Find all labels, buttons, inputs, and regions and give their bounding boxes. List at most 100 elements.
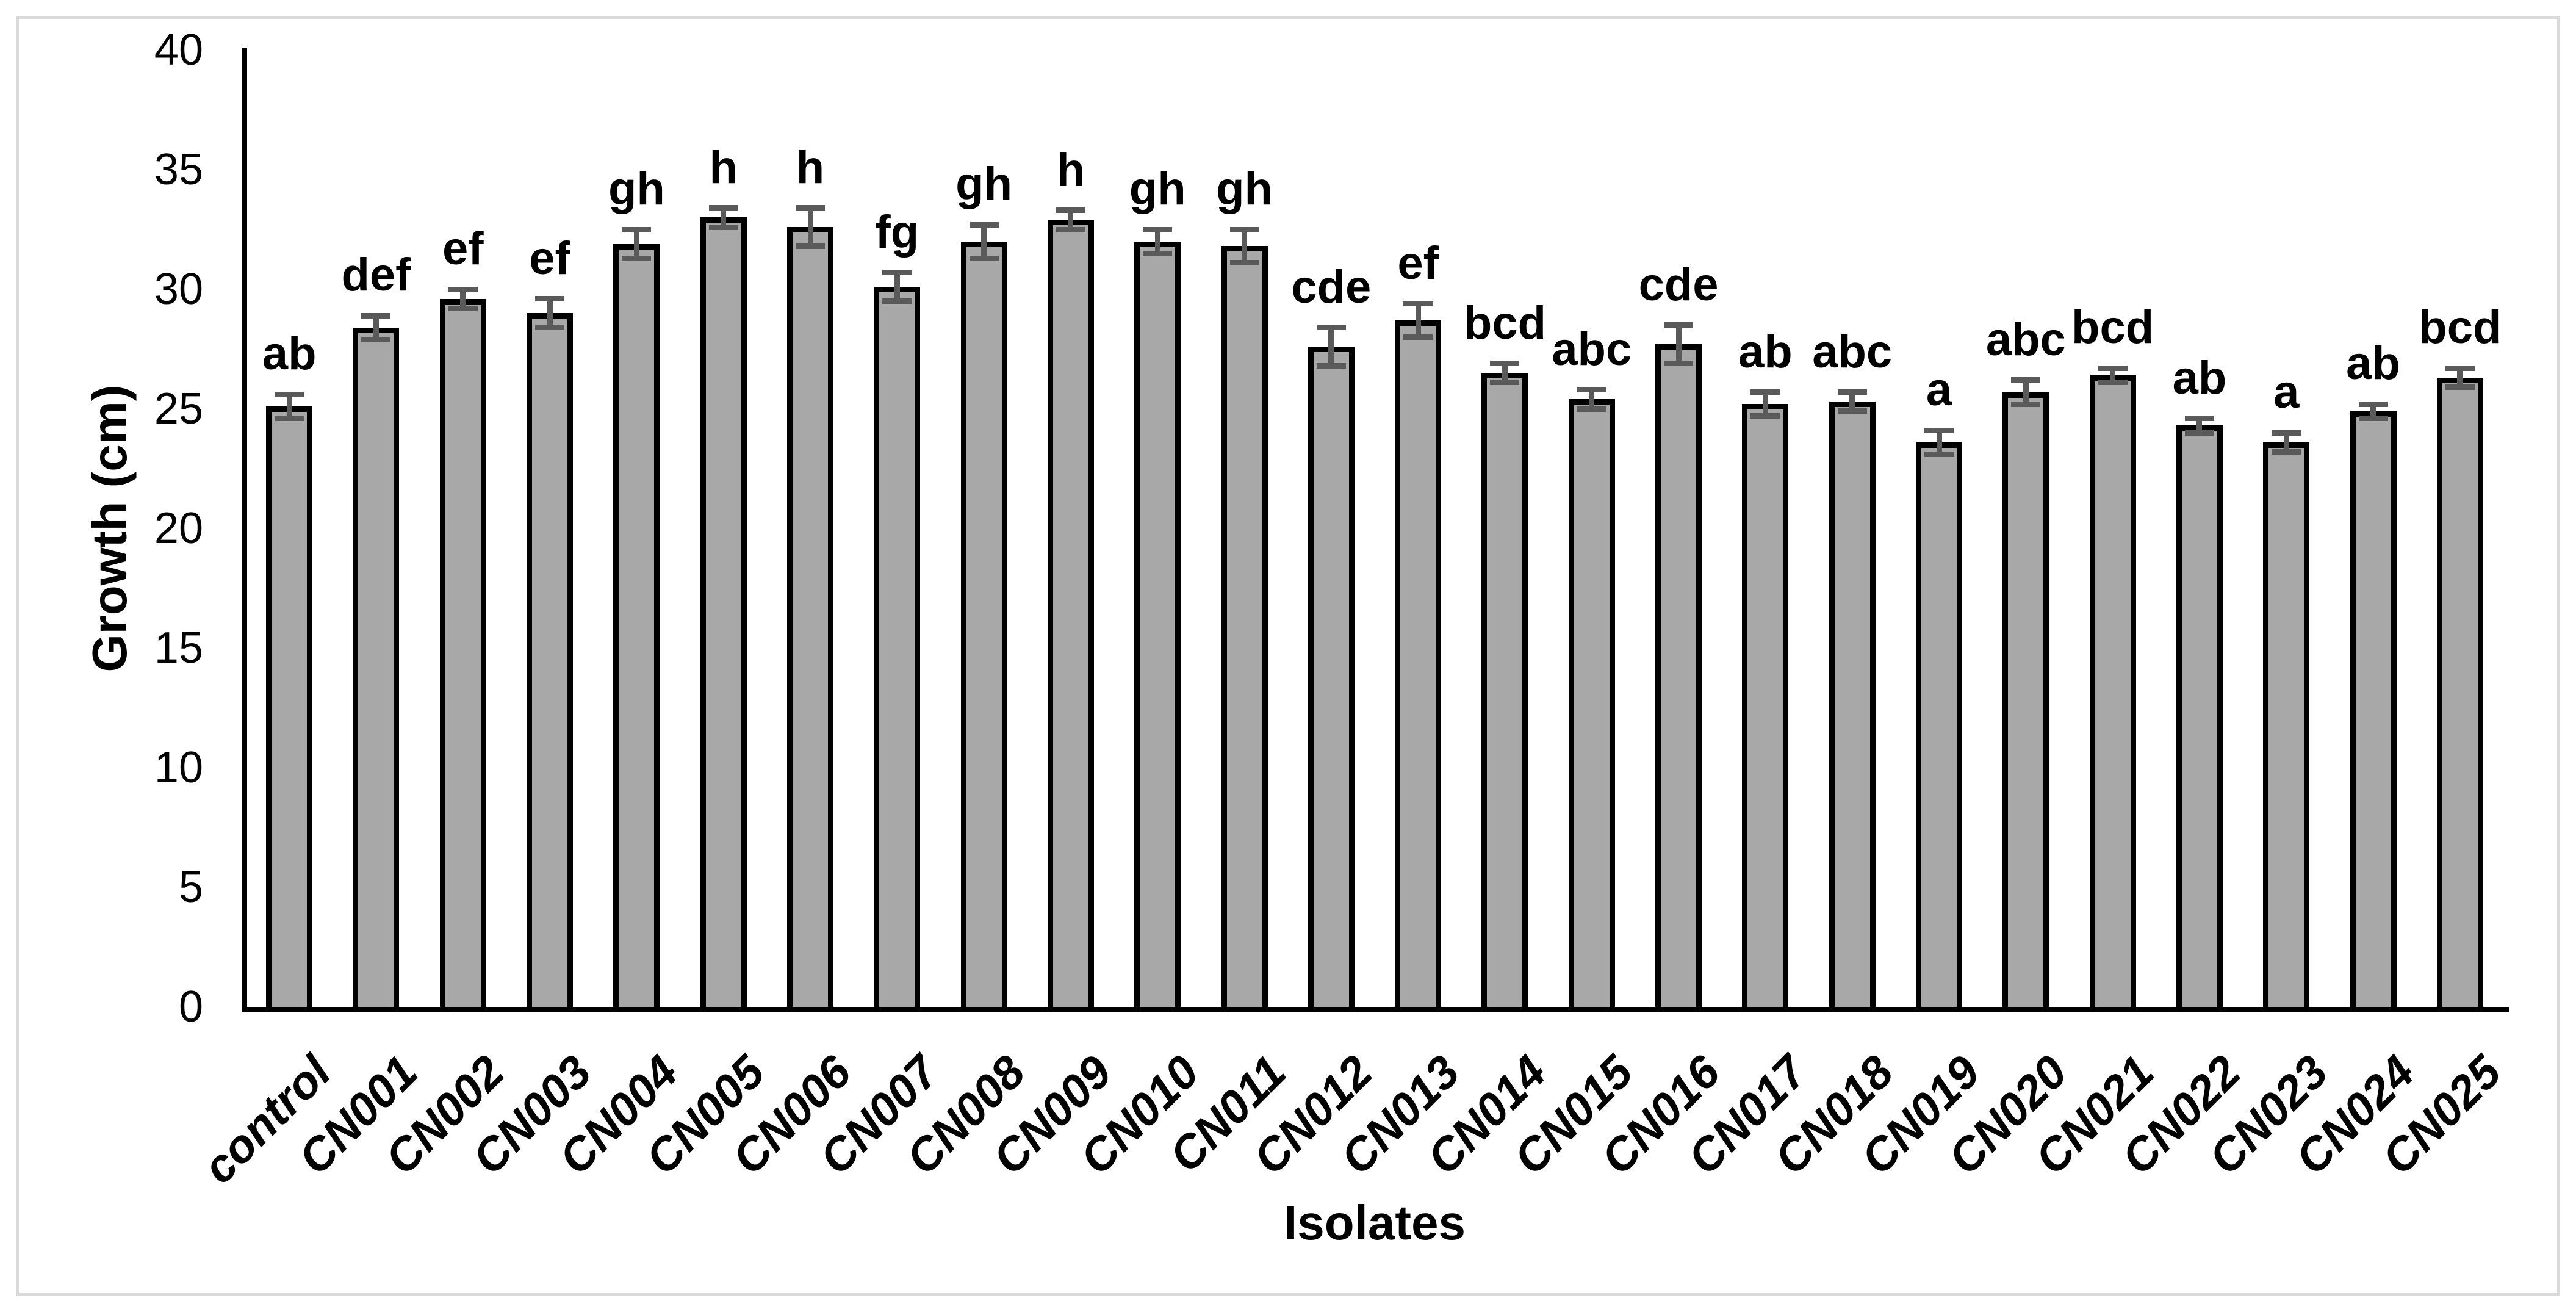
y-tick-label: 30: [154, 265, 203, 314]
error-bar-cap-bottom: [622, 255, 652, 261]
significance-letter: cde: [1638, 258, 1719, 311]
error-bar: [373, 315, 379, 340]
significance-letter: bcd: [1463, 297, 1547, 349]
error-bar-cap-bottom: [448, 305, 478, 311]
significance-letter: gh: [955, 158, 1013, 211]
bar: [874, 287, 921, 1007]
error-bar: [894, 272, 900, 301]
significance-letter: cde: [1291, 261, 1372, 313]
error-bar: [2283, 433, 2289, 452]
error-bar-cap-bottom: [275, 416, 304, 422]
bar: [1134, 241, 1181, 1007]
y-tick-label: 0: [178, 982, 203, 1031]
significance-letter: ab: [2172, 351, 2227, 404]
significance-letter: ef: [529, 232, 570, 284]
plot-area: 0 5 10 15 20 25 30 35 40 ab def ef ef gh h h fg gh h gh gh c…: [154, 27, 2511, 1194]
y-tick-label: 35: [154, 145, 203, 194]
error-bar: [2110, 368, 2116, 383]
error-bar: [2023, 380, 2029, 405]
y-tick-label: 20: [154, 504, 203, 553]
bar: [700, 217, 747, 1007]
significance-letter: h: [1056, 143, 1085, 196]
error-bar-cap-top: [275, 391, 304, 397]
error-bar-cap-bottom: [969, 255, 999, 261]
error-bar: [1849, 392, 1855, 411]
error-bar-cap-bottom: [796, 243, 825, 249]
significance-letter: gh: [1129, 163, 1186, 215]
bar: [2002, 392, 2049, 1007]
error-bar: [2370, 404, 2376, 419]
error-bar-cap-top: [448, 286, 478, 292]
error-bar-cap-top: [2358, 401, 2388, 407]
error-bar-cap-bottom: [1924, 451, 1954, 457]
error-bar-cap-bottom: [2098, 380, 2128, 386]
error-bar: [1328, 327, 1334, 366]
bar: [1742, 404, 1789, 1007]
bar: [1655, 344, 1702, 1007]
figure-border: [16, 16, 2560, 1296]
error-bar: [460, 289, 466, 309]
error-bar-cap-top: [1577, 387, 1606, 393]
error-bar-cap-bottom: [1577, 406, 1606, 412]
error-bar-cap-top: [1924, 427, 1954, 433]
y-tick-label: 25: [154, 384, 203, 433]
error-bar-cap-top: [2445, 365, 2475, 371]
error-bar-cap-top: [1229, 226, 1259, 232]
significance-letter: bcd: [2071, 301, 2154, 354]
x-axis-title: Isolates: [1284, 1195, 1466, 1250]
error-bar-cap-bottom: [1664, 361, 1694, 367]
error-bar: [633, 229, 639, 259]
error-bar: [981, 225, 987, 259]
error-bar-cap-top: [1490, 361, 1520, 367]
error-bar-cap-bottom: [708, 224, 738, 230]
error-bar: [1675, 325, 1682, 364]
error-bar-cap-bottom: [2272, 449, 2301, 455]
bar: [2176, 425, 2223, 1007]
significance-letter: a: [1926, 364, 1952, 416]
significance-letter: bcd: [2419, 301, 2502, 354]
bar: [527, 313, 574, 1007]
y-tick-label: 40: [154, 26, 203, 74]
error-bar: [1502, 363, 1508, 383]
error-bar-cap-top: [708, 205, 738, 211]
significance-letter: def: [341, 249, 411, 301]
error-bar: [547, 298, 553, 328]
bar: [1916, 442, 1962, 1007]
error-bar: [2196, 418, 2203, 433]
error-bar: [807, 207, 813, 247]
bar: [2350, 411, 2397, 1007]
significance-letter: gh: [1216, 163, 1273, 215]
bar: [2263, 442, 2310, 1007]
error-bar-cap-top: [969, 222, 999, 228]
y-tick-label: 5: [178, 863, 203, 912]
error-bar-cap-bottom: [361, 336, 391, 342]
error-bar: [721, 207, 727, 228]
error-bar-cap-bottom: [2358, 416, 2388, 422]
bar: [1308, 347, 1355, 1007]
significance-letter: ab: [1738, 325, 1793, 378]
error-bar: [1242, 229, 1248, 263]
bar: [1395, 320, 1442, 1007]
error-bar-cap-top: [535, 296, 565, 302]
error-bar-cap-top: [2184, 416, 2214, 422]
bar: [353, 327, 400, 1007]
error-bar-cap-top: [1750, 389, 1780, 395]
y-tick-label: 15: [154, 624, 203, 672]
bar: [2089, 375, 2136, 1007]
error-bar-cap-top: [2098, 365, 2128, 371]
error-bar-cap-top: [1403, 301, 1433, 307]
significance-letter: abc: [1552, 323, 1632, 375]
error-bar-cap-bottom: [2184, 430, 2214, 436]
error-bar-cap-top: [796, 205, 825, 211]
error-bar-cap-bottom: [1316, 362, 1346, 369]
significance-letter: ab: [262, 328, 317, 380]
error-bar-cap-bottom: [1750, 413, 1780, 419]
significance-letter: h: [796, 141, 825, 193]
bar: [1481, 373, 1528, 1007]
error-bar-cap-top: [1664, 322, 1694, 328]
error-bar-cap-top: [2272, 430, 2301, 436]
bar: [2436, 378, 2483, 1007]
error-bar-cap-top: [1837, 389, 1867, 395]
bar: [1221, 246, 1268, 1007]
